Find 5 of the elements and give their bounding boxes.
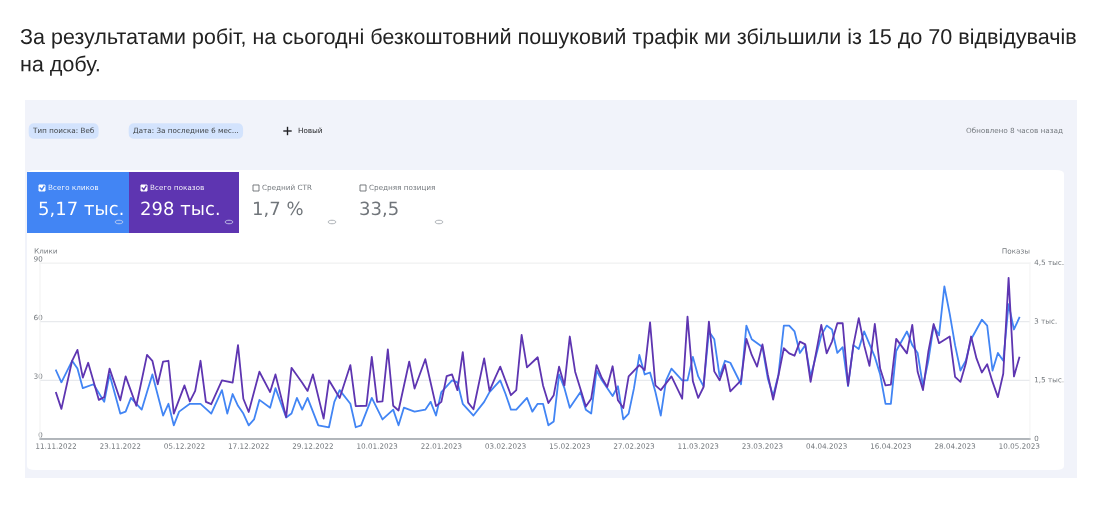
chart-title: За результатами робіт, на сьогодні безкоштовний пошуковий трафік ми збільшили із 15 до 70 відвідувачів на добу. (20, 28, 1076, 76)
text: 1,7 % (253, 201, 303, 218)
text: 298 тыс. (141, 201, 219, 216)
text: 33,5 (360, 201, 398, 218)
text: 5,17 тыс. (39, 201, 123, 218)
